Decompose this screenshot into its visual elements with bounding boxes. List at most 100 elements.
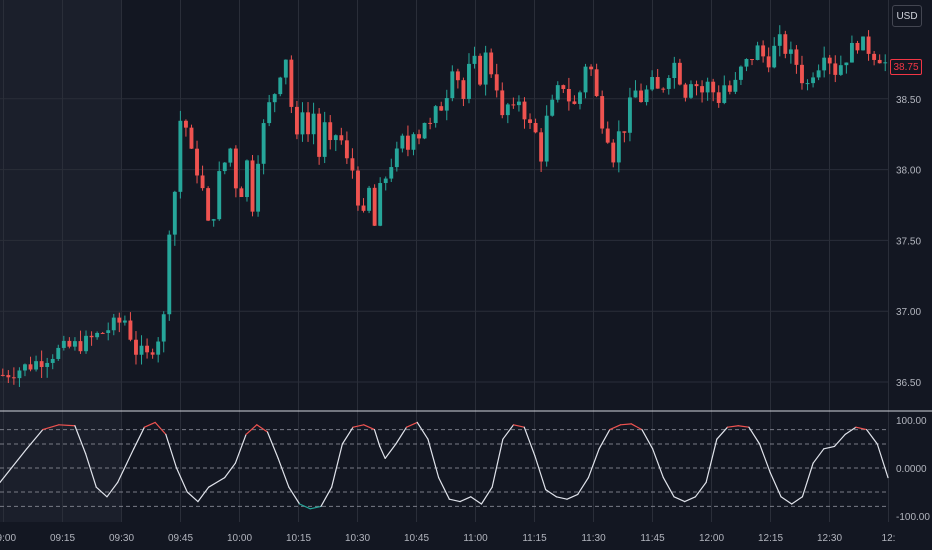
- candle: [494, 63, 499, 98]
- osc-segment: [416, 421, 429, 440]
- osc-segment: [855, 426, 868, 431]
- candle: [616, 120, 621, 173]
- candle: [594, 63, 599, 98]
- candle: [278, 76, 283, 97]
- candle: [566, 77, 571, 111]
- candle: [849, 35, 854, 63]
- time-tick-label: 09:00: [0, 533, 16, 544]
- candle: [183, 119, 188, 137]
- candle: [272, 93, 277, 113]
- candle: [339, 127, 344, 145]
- candle: [672, 56, 677, 89]
- candle: [433, 104, 438, 128]
- time-tick-label: 12:00: [699, 533, 724, 544]
- candle: [478, 53, 483, 87]
- osc-segment: [502, 424, 515, 440]
- osc-segment: [363, 424, 376, 431]
- osc-segment: [545, 489, 557, 498]
- candle: [766, 47, 771, 73]
- candle: [228, 147, 233, 167]
- candle: [827, 54, 832, 75]
- candle: [733, 72, 738, 95]
- candle: [822, 46, 827, 78]
- candle: [533, 118, 538, 134]
- candle: [211, 218, 216, 227]
- osc-segment: [379, 445, 386, 459]
- candle: [772, 37, 777, 69]
- candle: [411, 132, 416, 156]
- candle: [200, 165, 205, 191]
- time-tick-label: 09:30: [109, 533, 134, 544]
- candle: [877, 54, 882, 64]
- osc-segment: [245, 424, 258, 435]
- candle: [572, 95, 577, 105]
- candle: [189, 124, 194, 149]
- osc-segment: [748, 426, 761, 445]
- currency-button[interactable]: USD: [892, 5, 922, 27]
- osc-segment: [577, 477, 590, 495]
- candle: [50, 354, 55, 370]
- osc-segment: [288, 486, 301, 505]
- osc-segment: [726, 425, 739, 428]
- candle: [816, 64, 821, 81]
- candle: [505, 102, 510, 124]
- candle: [239, 186, 244, 198]
- candle: [106, 322, 111, 341]
- osc-segment: [74, 425, 87, 455]
- osc-segment: [866, 429, 878, 445]
- osc-segment: [373, 429, 381, 447]
- osc-segment: [427, 438, 440, 479]
- candle: [11, 367, 16, 385]
- candle: [500, 82, 505, 119]
- osc-segment: [277, 457, 290, 488]
- osc-segment: [673, 496, 686, 503]
- candle: [700, 80, 705, 103]
- time-tick-label: 12:30: [817, 533, 842, 544]
- candle: [217, 161, 222, 221]
- osc-segment: [352, 424, 365, 428]
- candle: [289, 55, 294, 114]
- osc-segment: [791, 496, 804, 505]
- candle: [84, 330, 88, 354]
- candle: [367, 185, 372, 214]
- osc-segment: [58, 424, 76, 427]
- candle: [677, 58, 682, 86]
- candle: [472, 46, 477, 69]
- candle: [861, 36, 865, 51]
- candle: [550, 94, 555, 117]
- candle: [134, 331, 138, 365]
- osc-segment: [384, 443, 397, 459]
- osc-segment: [523, 426, 536, 457]
- oscillator-axis[interactable]: 100.00 0.0000 -100.00: [896, 416, 930, 523]
- candle: [644, 85, 649, 106]
- osc-segment: [26, 429, 44, 450]
- candle: [161, 311, 166, 353]
- osc-segment: [812, 448, 825, 464]
- candle: [833, 55, 838, 83]
- candle: [650, 70, 655, 92]
- time-axis[interactable]: 09:00 09:15 09:30 09:45 10:00 10:15 10:30 10:45…: [0, 533, 895, 544]
- osc-segment: [117, 448, 135, 483]
- osc-segment: [769, 472, 782, 498]
- candle: [694, 80, 699, 96]
- price-tick-label: 36.50: [896, 378, 921, 389]
- candle: [522, 97, 527, 129]
- candle: [666, 75, 671, 95]
- candle: [172, 190, 177, 246]
- candle: [378, 177, 383, 227]
- osc-segment: [598, 429, 611, 450]
- candle: [0, 368, 5, 377]
- osc-segment: [224, 462, 236, 479]
- premarket-shade: [0, 0, 121, 522]
- candle: [528, 113, 532, 129]
- candle: [139, 335, 144, 365]
- candle: [683, 82, 688, 102]
- price-axis[interactable]: 38.50 38.00 37.50 37.00 36.50: [896, 95, 921, 389]
- candle: [794, 45, 799, 74]
- candle: [583, 63, 588, 99]
- candle: [72, 337, 77, 351]
- candle: [95, 331, 100, 340]
- osc-segment: [630, 423, 643, 431]
- osc-segment: [438, 477, 450, 500]
